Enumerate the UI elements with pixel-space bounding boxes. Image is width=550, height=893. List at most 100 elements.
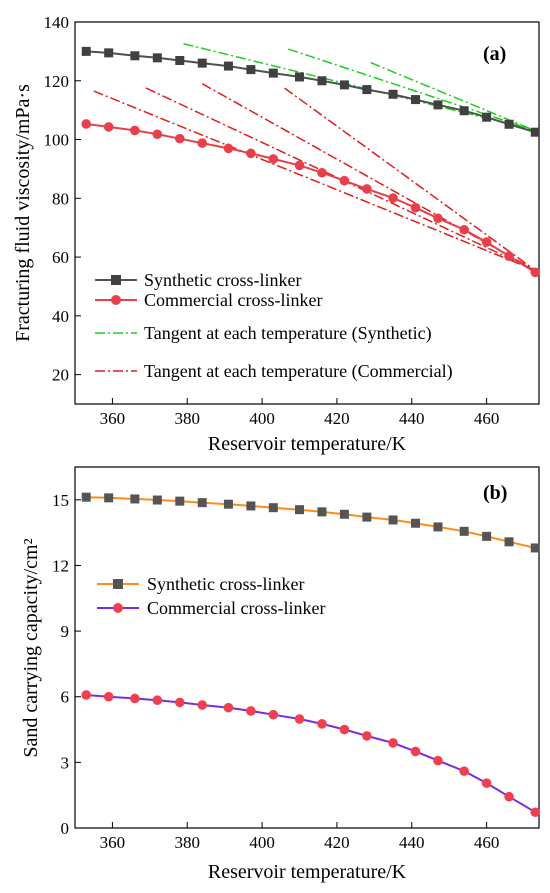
panel-b-legend-label-commercial: Commercial cross-linker [147, 598, 325, 618]
data-point-synthetic [459, 526, 469, 536]
y-tick-label: 120 [44, 72, 70, 91]
y-tick-label: 6 [61, 688, 70, 707]
tangent-line-synthetic [288, 48, 536, 132]
data-point-commercial [197, 700, 208, 710]
panel-b-ticks: 360 380 400 420 440 460 0 3 6 9 12 15 [52, 491, 499, 852]
data-point-commercial [317, 167, 327, 178]
data-point-synthetic [81, 46, 91, 56]
data-point-commercial [223, 702, 234, 713]
data-point-commercial [268, 709, 279, 720]
data-point-commercial [81, 690, 92, 700]
data-point-commercial [504, 791, 514, 802]
x-tick-label: 420 [324, 409, 350, 428]
data-point-synthetic [197, 498, 207, 508]
panel-a-legend-item-synthetic: Synthetic cross-linker [95, 270, 301, 290]
x-tick-label: 440 [399, 409, 425, 428]
series-line-commercial [86, 123, 536, 274]
data-point-commercial [197, 138, 208, 148]
panel-b-legend-item-synthetic: Synthetic cross-linker [97, 574, 304, 594]
panel-a-tangent-lines [93, 43, 536, 271]
data-point-commercial [410, 202, 421, 213]
tangent-line-commercial [284, 87, 536, 271]
data-point-synthetic [317, 507, 327, 517]
panel-b-legend: Synthetic cross-linker Commercial cross-… [97, 574, 325, 618]
data-point-synthetic [388, 89, 398, 99]
panel-a-y-axis-title: Fracturing fluid viscosity/mPa·s [12, 84, 34, 342]
panel-a-tag: (a) [483, 43, 506, 65]
panel-b-legend-item-commercial: Commercial cross-linker [97, 598, 325, 618]
data-point-commercial [223, 143, 234, 154]
data-point-commercial [339, 724, 350, 735]
series-line-commercial [86, 694, 536, 814]
data-point-commercial [530, 267, 541, 278]
data-point-synthetic [130, 494, 140, 504]
data-point-synthetic [81, 492, 91, 502]
y-tick-label: 80 [52, 189, 69, 208]
data-point-synthetic [339, 509, 349, 519]
y-tick-label: 0 [61, 819, 70, 838]
data-point-commercial [481, 237, 492, 247]
data-point-commercial [459, 766, 469, 776]
data-point-synthetic [459, 106, 469, 116]
data-point-synthetic [130, 51, 140, 61]
data-point-synthetic [152, 495, 162, 505]
y-tick-label: 12 [52, 556, 69, 575]
data-point-synthetic [530, 543, 540, 553]
x-tick-label: 460 [474, 409, 500, 428]
data-point-commercial [81, 119, 92, 129]
data-point-commercial [410, 746, 421, 757]
data-point-commercial [152, 695, 163, 706]
data-point-synthetic [339, 80, 349, 90]
tangent-line-synthetic [370, 61, 536, 132]
data-point-synthetic [482, 531, 492, 541]
panel-a-legend-item-tangent-commercial: Tangent at each temperature (Commercial) [95, 361, 453, 382]
data-point-commercial [246, 148, 256, 159]
data-point-commercial [362, 184, 372, 194]
y-tick-label: 20 [52, 366, 69, 385]
data-point-synthetic [223, 61, 233, 71]
data-point-commercial [246, 706, 256, 716]
data-point-synthetic [362, 85, 372, 95]
panel-b-tag: (b) [483, 482, 507, 504]
data-point-synthetic [197, 58, 207, 68]
data-point-synthetic [433, 100, 443, 110]
tangent-line-commercial [93, 90, 536, 271]
panel-a-legend-item-tangent-synthetic: Tangent at each temperature (Synthetic) [95, 323, 432, 344]
panel-a-legend-label-synthetic: Synthetic cross-linker [144, 270, 301, 290]
x-tick-label: 380 [175, 409, 201, 428]
data-point-commercial [268, 154, 279, 164]
data-point-synthetic [388, 515, 398, 525]
data-point-commercial [339, 175, 350, 186]
panel-a-legend-label-tangent-synthetic: Tangent at each temperature (Synthetic) [144, 323, 432, 344]
data-point-commercial [130, 125, 140, 136]
data-point-synthetic [223, 499, 233, 509]
data-point-commercial [294, 160, 305, 171]
panel-a-series [81, 46, 541, 278]
data-point-commercial [174, 697, 185, 708]
panel-a-plot-frame [74, 21, 540, 405]
data-point-synthetic [411, 518, 421, 528]
tangent-line-commercial [201, 83, 536, 271]
data-point-synthetic [246, 65, 256, 75]
x-tick-label: 360 [100, 409, 126, 428]
y-tick-label: 60 [52, 248, 69, 267]
data-point-commercial [481, 778, 492, 788]
data-point-commercial [362, 731, 372, 741]
data-point-commercial [174, 133, 185, 144]
data-point-commercial [294, 714, 305, 724]
data-point-commercial [317, 719, 327, 729]
data-point-synthetic [482, 112, 492, 122]
data-point-synthetic [268, 68, 278, 78]
data-point-synthetic [504, 119, 514, 129]
data-point-commercial [130, 693, 140, 704]
data-point-synthetic [246, 501, 256, 511]
y-tick-label: 100 [44, 131, 70, 150]
data-point-synthetic [362, 512, 372, 522]
data-point-synthetic [268, 503, 278, 513]
data-point-synthetic [175, 55, 185, 65]
data-point-commercial [152, 129, 163, 140]
x-tick-label: 360 [100, 833, 126, 852]
data-point-synthetic [411, 95, 421, 105]
data-point-synthetic [317, 76, 327, 86]
